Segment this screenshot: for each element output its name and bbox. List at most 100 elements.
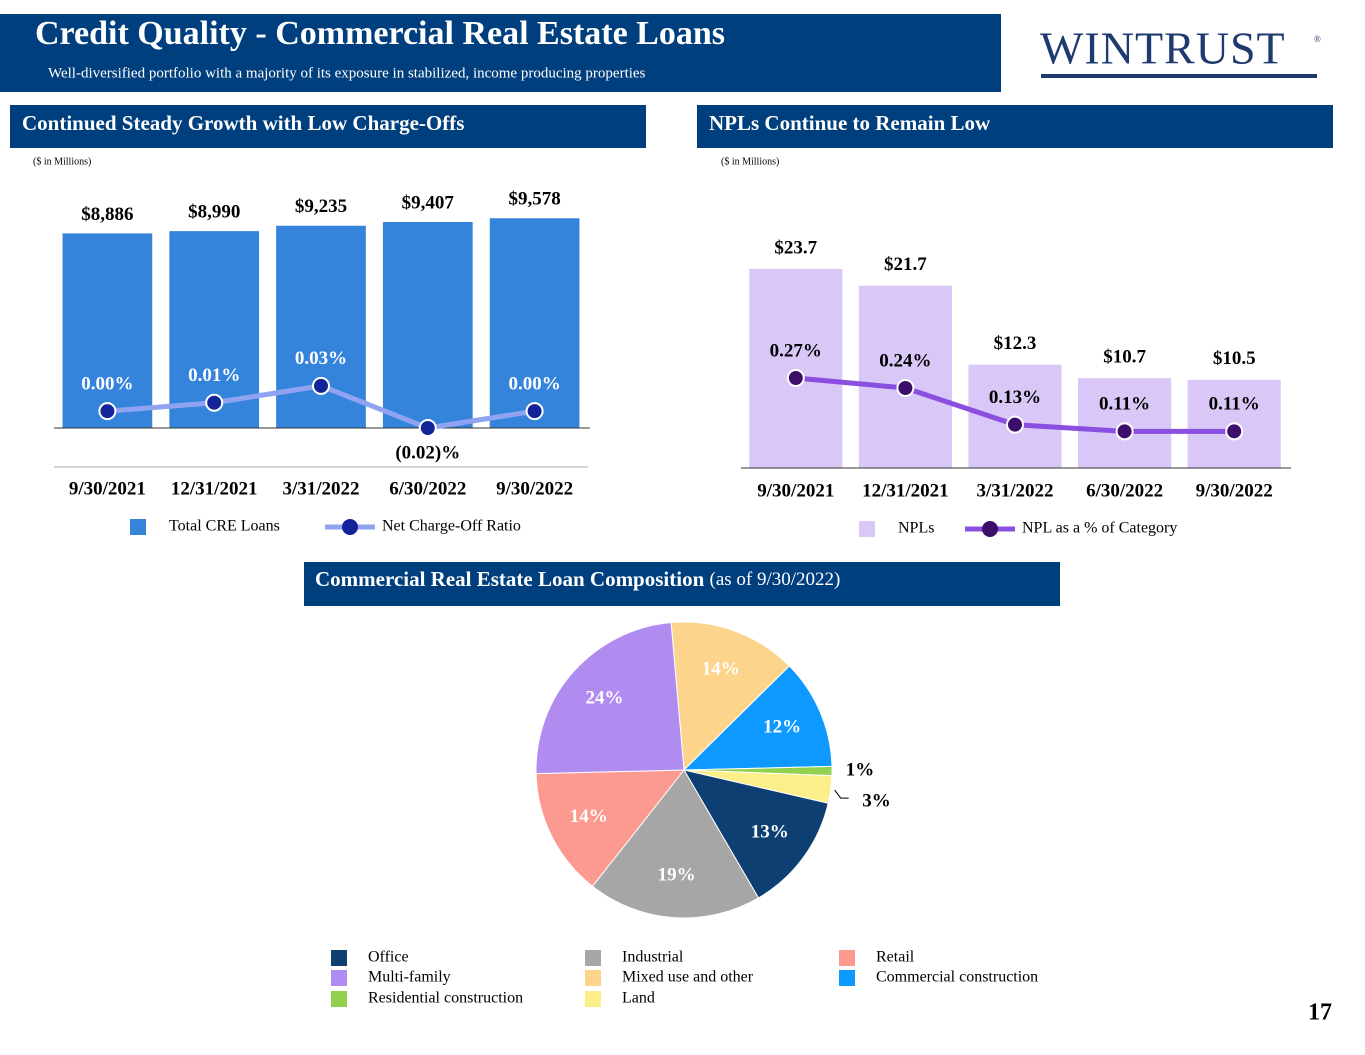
leader-line (834, 789, 849, 799)
pie-slice (670, 621, 791, 772)
line-marker (312, 376, 330, 395)
header-bar (0, 14, 1001, 92)
bar-value-label: $8,990 (188, 201, 240, 222)
pie-subtitle: (as of 9/30/2022) (710, 569, 841, 590)
bar-value-label: $12.3 (994, 333, 1037, 354)
pie-value-label: 13% (751, 822, 789, 843)
pie-value-label: 12% (763, 717, 801, 738)
legend-swatch (839, 970, 855, 986)
pie-value-label: 14% (702, 658, 740, 679)
legend-swatch (331, 970, 347, 986)
legend-label: Residential construction (368, 990, 523, 1007)
bar (382, 221, 473, 428)
bar-value-label: $8,886 (81, 204, 133, 225)
legend-swatch (331, 950, 347, 966)
legend-label: Industrial (622, 949, 684, 966)
bar-value-label: $9,407 (402, 192, 455, 213)
line-marker (98, 402, 117, 421)
x-tick-label: 9/30/2022 (496, 478, 573, 499)
legend-label: Total CRE Loans (169, 518, 280, 535)
line-value-label: 0.00% (81, 374, 133, 395)
line-value-label: 0.13% (989, 387, 1041, 408)
legend-label: NPL as a % of Category (1022, 520, 1177, 537)
bar-value-label: $21.7 (884, 254, 927, 275)
bar-value-label: $10.7 (1103, 346, 1146, 367)
legend-swatch (130, 519, 146, 535)
legend-label: Mixed use and other (622, 969, 754, 986)
slide-title: Credit Quality - Commercial Real Estate … (35, 15, 725, 52)
section-header (10, 105, 646, 148)
legend-label: Office (368, 949, 409, 966)
section-title: Commercial Real Estate Loan Composition … (315, 567, 840, 591)
legend-swatch (331, 991, 347, 1007)
bar-value-label: $10.5 (1213, 348, 1256, 369)
pie-slice (682, 665, 833, 771)
bar-value-label: $9,235 (295, 196, 347, 217)
x-tick-label: 12/31/2021 (862, 480, 949, 501)
bar (489, 218, 580, 428)
legend-swatch (839, 950, 855, 966)
pie-title: Commercial Real Estate Loan Composition (315, 567, 705, 591)
legend-swatch (585, 991, 601, 1007)
chart-note: ($ in Millions) (33, 156, 91, 167)
bar-value-label: $9,578 (508, 189, 560, 210)
line-marker (786, 369, 805, 387)
line-value-label: 0.11% (1209, 394, 1260, 415)
pie-slice (535, 622, 685, 775)
x-tick-label: 3/31/2022 (976, 480, 1053, 501)
page-number: 17 (1308, 1000, 1332, 1026)
line-value-label: 0.03% (295, 348, 347, 369)
line-marker (896, 379, 915, 397)
line-value-label: 0.00% (508, 374, 560, 395)
legend-label: Retail (876, 949, 915, 966)
line-value-label: (0.02)% (395, 442, 460, 463)
x-tick-label: 9/30/2021 (69, 478, 146, 499)
line-marker (1115, 422, 1134, 441)
pie-slice (591, 769, 760, 919)
chart-note: ($ in Millions) (721, 156, 779, 167)
legend-swatch (859, 521, 875, 537)
x-tick-label: 6/30/2022 (389, 478, 466, 499)
legend-label: Commercial construction (876, 969, 1038, 986)
legend-label: Net Charge-Off Ratio (382, 518, 521, 535)
pie-value-label: 24% (586, 687, 624, 708)
logo-underline (1041, 74, 1317, 78)
legend-label: Land (622, 990, 655, 1007)
line-marker (205, 393, 224, 412)
legend-label: NPLs (898, 520, 934, 537)
legend-swatch (585, 950, 601, 966)
slide-subtitle: Well-diversified portfolio with a majori… (48, 65, 646, 81)
section-title: Continued Steady Growth with Low Charge-… (22, 111, 464, 135)
pie-value-label: 3% (862, 791, 891, 812)
x-tick-label: 6/30/2022 (1086, 480, 1163, 501)
line-marker (1006, 415, 1024, 434)
line-value-label: 0.01% (188, 365, 240, 386)
section-title: NPLs Continue to Remain Low (709, 111, 991, 135)
bar (749, 268, 843, 468)
line-marker (525, 402, 544, 421)
bar (858, 285, 952, 468)
pie-slice (535, 769, 686, 888)
pie-value-label: 19% (658, 865, 696, 886)
legend-label: Multi-family (368, 969, 451, 986)
x-tick-label: 12/31/2021 (171, 478, 258, 499)
logo-mark: ® (1314, 34, 1321, 44)
x-tick-label: 3/31/2022 (282, 478, 359, 499)
line-value-label: 0.24% (879, 350, 931, 371)
line-value-label: 0.27% (770, 340, 822, 361)
legend-marker (342, 519, 358, 535)
pie-value-label: 14% (570, 806, 608, 827)
x-tick-label: 9/30/2022 (1196, 480, 1273, 501)
pie-slice (682, 769, 829, 899)
pie-value-label: 1% (846, 760, 875, 781)
line-marker (1225, 422, 1244, 441)
bar-value-label: $23.7 (774, 237, 817, 258)
legend-swatch (585, 970, 601, 986)
section-header (304, 562, 1060, 606)
section-header (697, 105, 1333, 148)
x-tick-label: 9/30/2021 (757, 480, 834, 501)
bar (62, 233, 153, 428)
legend-marker (982, 521, 998, 537)
logo: WINTRUST (1040, 23, 1286, 74)
